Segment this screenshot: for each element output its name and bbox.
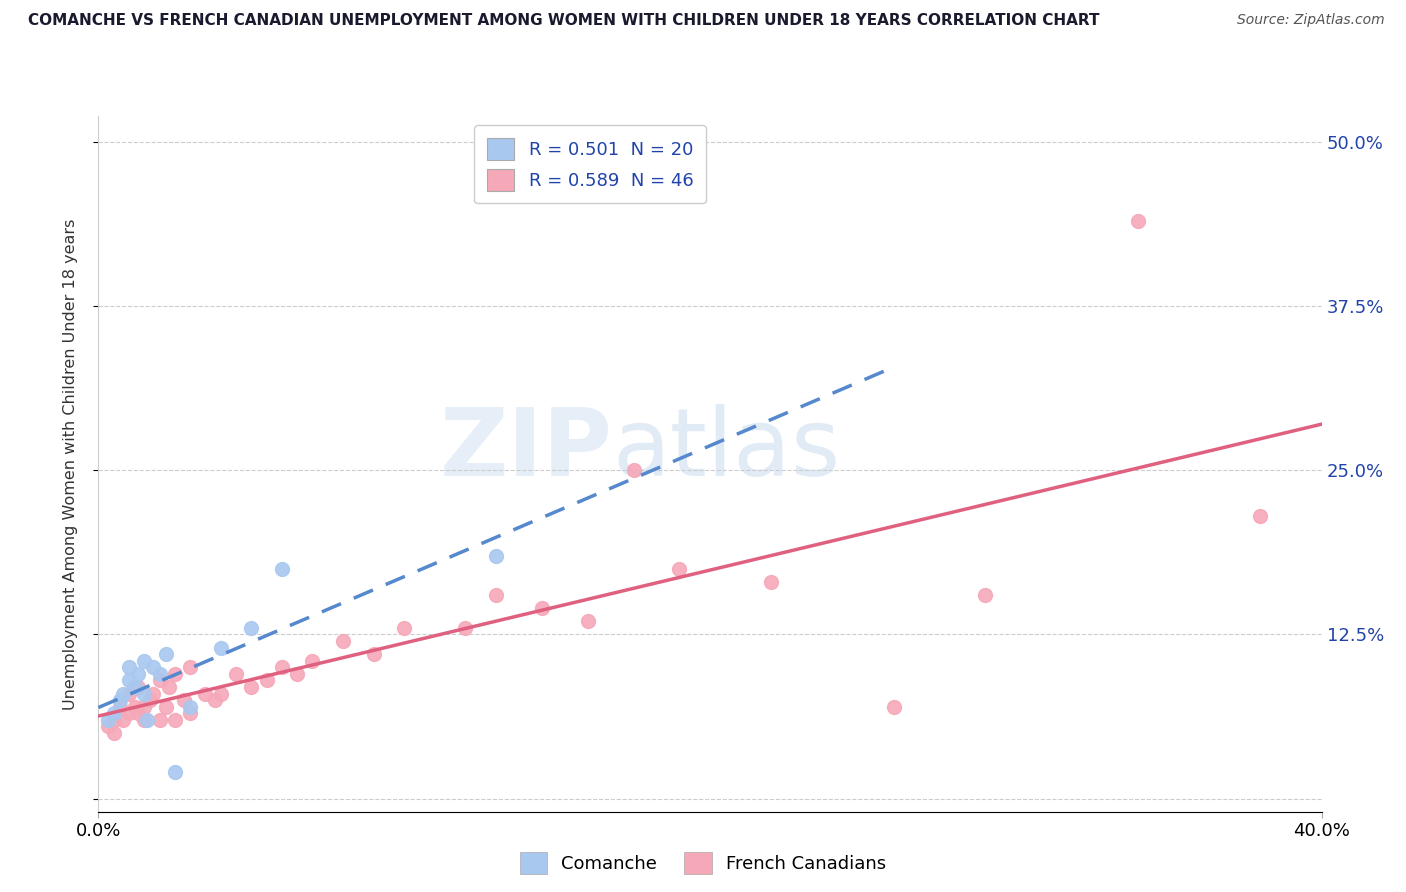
Point: [163, 713, 186, 727]
Point: [157, 680, 180, 694]
Point: [301, 654, 323, 668]
Point: [332, 634, 354, 648]
Point: [134, 687, 156, 701]
Point: [139, 693, 162, 707]
Point: [149, 673, 172, 688]
Point: [209, 640, 232, 655]
Point: [108, 693, 131, 707]
Point: [103, 726, 125, 740]
Text: Source: ZipAtlas.com: Source: ZipAtlas.com: [1237, 13, 1385, 28]
Point: [668, 562, 690, 576]
Point: [225, 666, 247, 681]
Point: [392, 621, 416, 635]
Point: [136, 713, 159, 727]
Point: [485, 588, 508, 602]
Point: [883, 699, 905, 714]
Point: [111, 687, 134, 701]
Legend: R = 0.501  N = 20, R = 0.589  N = 46: R = 0.501 N = 20, R = 0.589 N = 46: [474, 125, 706, 203]
Point: [155, 647, 177, 661]
Point: [163, 765, 186, 780]
Point: [974, 588, 997, 602]
Point: [1249, 509, 1271, 524]
Y-axis label: Unemployment Among Women with Children Under 18 years: Unemployment Among Women with Children U…: [63, 219, 77, 709]
Point: [97, 713, 120, 727]
Point: [118, 706, 141, 721]
Point: [576, 615, 599, 629]
Point: [134, 699, 156, 714]
Text: atlas: atlas: [612, 404, 841, 496]
Point: [142, 660, 165, 674]
Point: [256, 673, 278, 688]
Point: [118, 687, 141, 701]
Point: [127, 706, 149, 721]
Point: [285, 666, 308, 681]
Point: [134, 654, 156, 668]
Point: [623, 463, 645, 477]
Point: [103, 713, 125, 727]
Point: [1128, 214, 1150, 228]
Point: [127, 666, 149, 681]
Point: [270, 660, 292, 674]
Point: [155, 699, 177, 714]
Point: [97, 719, 120, 733]
Point: [108, 699, 131, 714]
Point: [454, 621, 477, 635]
Point: [204, 693, 226, 707]
Point: [118, 673, 141, 688]
Point: [179, 699, 201, 714]
Point: [127, 680, 149, 694]
Point: [179, 706, 201, 721]
Point: [530, 601, 553, 615]
Point: [759, 574, 782, 589]
Point: [485, 549, 508, 563]
Legend: Comanche, French Canadians: Comanche, French Canadians: [510, 843, 896, 883]
Point: [142, 687, 165, 701]
Point: [124, 680, 146, 694]
Point: [124, 699, 146, 714]
Point: [179, 660, 201, 674]
Point: [149, 666, 172, 681]
Point: [103, 706, 125, 721]
Point: [363, 647, 385, 661]
Point: [118, 660, 141, 674]
Text: COMANCHE VS FRENCH CANADIAN UNEMPLOYMENT AMONG WOMEN WITH CHILDREN UNDER 18 YEAR: COMANCHE VS FRENCH CANADIAN UNEMPLOYMENT…: [28, 13, 1099, 29]
Point: [163, 666, 186, 681]
Point: [240, 621, 263, 635]
Point: [134, 713, 156, 727]
Point: [209, 687, 232, 701]
Point: [111, 713, 134, 727]
Point: [270, 562, 292, 576]
Point: [194, 687, 217, 701]
Text: ZIP: ZIP: [439, 404, 612, 496]
Point: [149, 713, 172, 727]
Point: [240, 680, 263, 694]
Point: [173, 693, 195, 707]
